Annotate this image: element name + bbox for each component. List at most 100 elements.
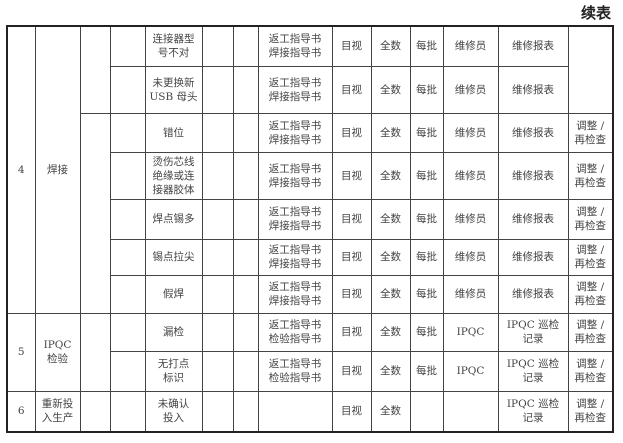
action: 调整 / 再检查 xyxy=(567,112,614,153)
action: 调整 / 再检查 xyxy=(567,238,614,276)
blank-cell xyxy=(109,65,146,114)
blank-cell xyxy=(109,238,146,276)
responsible-person: IPQC xyxy=(442,350,499,392)
blank-cell xyxy=(79,112,111,314)
sample-quantity: 全数 xyxy=(370,390,411,433)
action: 调整 / 再检查 xyxy=(567,151,614,200)
guide-document: 返工指导书 焊接指导书 xyxy=(257,151,333,200)
inspection-method: 目视 xyxy=(331,350,372,392)
action: 调整 / 再检查 xyxy=(567,350,614,392)
blank-cell xyxy=(109,312,146,352)
guide-document: 返工指导书 焊接指导书 xyxy=(257,112,333,153)
sample-quantity: 全数 xyxy=(370,274,411,314)
guide-document: 返工指导书 焊接指导书 xyxy=(257,25,333,67)
record: IPQC 巡检 记录 xyxy=(497,350,569,392)
table-caption: 续表 xyxy=(580,4,611,22)
record: 维修报表 xyxy=(497,25,569,67)
blank-cell xyxy=(201,312,234,352)
process-name: 焊接 xyxy=(34,25,81,314)
blank-cell xyxy=(109,350,146,392)
table-row: 错位 返工指导书 焊接指导书 目视 全数 每批 维修员 维修报表 调整 / 再检查 xyxy=(7,112,614,314)
inspection-method: 目视 xyxy=(331,390,372,433)
inspection-method: 目视 xyxy=(331,198,372,240)
sample-quantity: 全数 xyxy=(370,65,411,114)
table-row: 无打点 标识 返工指导书 检验指导书 目视 全数 每批 IPQC IPQC 巡检 记录 调整 … xyxy=(7,350,614,392)
step-number: 6 xyxy=(6,390,36,433)
defect: 假焊 xyxy=(144,274,203,314)
step-number: 5 xyxy=(6,312,36,392)
responsible-person: 维修员 xyxy=(442,274,499,314)
blank-cell xyxy=(109,25,146,67)
blank-cell xyxy=(109,390,146,433)
record: 维修报表 xyxy=(497,274,569,314)
responsible-person: IPQC xyxy=(442,312,499,352)
table-row: 焊点锡多 返工指导书 焊接指导书 目视 全数 每批 维修员 维修报表 调整 / 再检查 xyxy=(7,198,614,240)
blank-cell xyxy=(201,65,234,114)
process-control-table: 4 焊接 连接器型 号不对 返工指导书 焊接指导书 目视 全数 每批 维修员 维修报表 未更换新 … xyxy=(6,25,614,433)
defect: 无打点 标识 xyxy=(144,350,203,392)
frequency: 每批 xyxy=(409,274,444,314)
blank-cell xyxy=(201,151,234,200)
blank-cell xyxy=(201,274,234,314)
process-name: IPQC 检验 xyxy=(34,312,81,392)
responsible-person: 维修员 xyxy=(442,238,499,276)
frequency: 每批 xyxy=(409,112,444,153)
sample-quantity: 全数 xyxy=(370,151,411,200)
action: 调整 / 再检查 xyxy=(567,198,614,240)
step-number: 4 xyxy=(6,25,36,314)
responsible-person: 维修员 xyxy=(442,65,499,114)
defect: 未更换新 USB 母头 xyxy=(144,65,203,114)
blank-cell xyxy=(201,25,234,67)
sample-quantity: 全数 xyxy=(370,25,411,67)
inspection-method: 目视 xyxy=(331,274,372,314)
guide-document xyxy=(257,390,333,433)
inspection-method: 目视 xyxy=(331,312,372,352)
record: IPQC 巡检 记录 xyxy=(497,390,569,433)
defect: 烫伤芯线 绝缘或连 接器胶体 xyxy=(144,151,203,200)
inspection-method: 目视 xyxy=(331,112,372,153)
blank-cell xyxy=(79,390,111,433)
blank-cell xyxy=(201,198,234,240)
table-row: 4 焊接 连接器型 号不对 返工指导书 焊接指导书 目视 全数 每批 维修员 维修报表 xyxy=(6,25,614,314)
blank-cell xyxy=(201,390,234,433)
defect: 漏检 xyxy=(144,312,203,352)
defect: 连接器型 号不对 xyxy=(144,25,203,67)
defect: 锡点拉尖 xyxy=(144,238,203,276)
frequency: 每批 xyxy=(409,350,444,392)
blank-cell xyxy=(79,25,111,114)
blank-cell xyxy=(109,112,146,153)
frequency xyxy=(409,390,444,433)
blank-cell xyxy=(232,312,259,352)
frequency: 每批 xyxy=(409,25,444,67)
defect: 焊点锡多 xyxy=(144,198,203,240)
blank-cell xyxy=(232,198,259,240)
record: 维修报表 xyxy=(497,112,569,153)
blank-cell xyxy=(201,350,234,392)
frequency: 每批 xyxy=(409,312,444,352)
blank-cell xyxy=(232,350,259,392)
sample-quantity: 全数 xyxy=(370,312,411,352)
table-row: 锡点拉尖 返工指导书 焊接指导书 目视 全数 每批 维修员 维修报表 调整 / 再检查 xyxy=(7,238,614,276)
inspection-method: 目视 xyxy=(331,65,372,114)
table-row: 未更换新 USB 母头 返工指导书 焊接指导书 目视 全数 每批 维修员 维修报表 xyxy=(7,65,613,114)
blank-cell xyxy=(232,274,259,314)
record: 维修报表 xyxy=(497,238,569,276)
responsible-person: 维修员 xyxy=(442,151,499,200)
guide-document: 返工指导书 检验指导书 xyxy=(257,312,333,352)
table-row: 5 IPQC 检验 漏检 返工指导书 检验指导书 目视 全数 每批 IPQC IPQC 巡检 记… xyxy=(6,312,614,392)
record: 维修报表 xyxy=(497,65,569,114)
responsible-person: 维修员 xyxy=(442,112,499,153)
blank-cell xyxy=(232,390,259,433)
blank-cell xyxy=(201,112,234,153)
blank-cell xyxy=(79,312,111,392)
guide-document: 返工指导书 焊接指导书 xyxy=(257,65,333,114)
blank-cell xyxy=(232,65,259,114)
frequency: 每批 xyxy=(409,65,444,114)
defect: 错位 xyxy=(144,112,203,153)
record: 维修报表 xyxy=(497,198,569,240)
process-name: 重新投 入生产 xyxy=(34,390,81,433)
blank-cell xyxy=(232,112,259,153)
defect: 未确认 投入 xyxy=(144,390,203,433)
blank-cell xyxy=(232,25,259,67)
blank-cell xyxy=(109,151,146,200)
